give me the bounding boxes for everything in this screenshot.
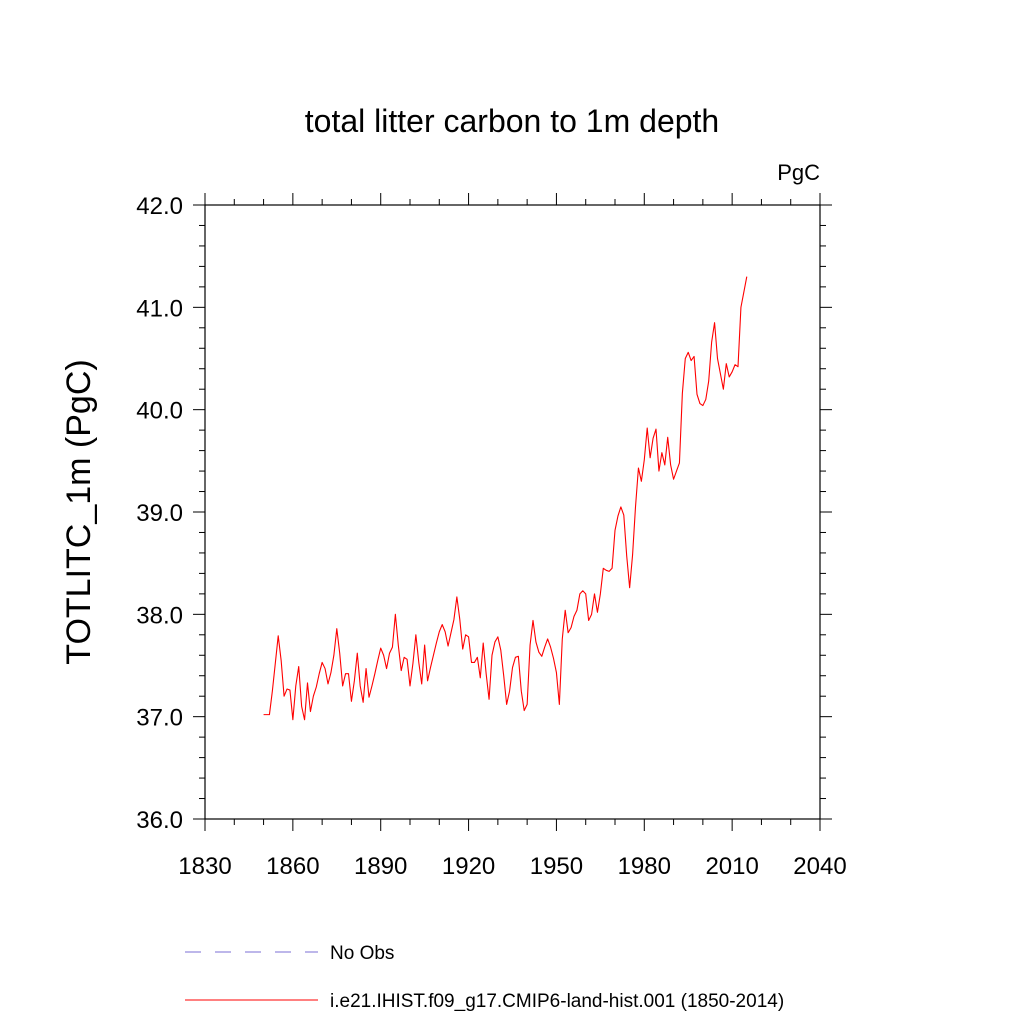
- y-tick-label: 39.0: [136, 500, 183, 527]
- x-tick-label: 1890: [354, 853, 407, 880]
- axis-ticks: [193, 193, 832, 831]
- y-tick-label: 40.0: [136, 398, 183, 425]
- x-tick-label: 2010: [705, 853, 758, 880]
- y-tick-label: 38.0: [136, 602, 183, 629]
- x-tick-label: 2040: [793, 853, 846, 880]
- x-tick-label: 1980: [618, 853, 671, 880]
- y-tick-label: 36.0: [136, 807, 183, 834]
- y-tick-label: 42.0: [136, 193, 183, 220]
- axis-tick-labels: 1830 1860 1890 1920 1950 1980 2010 2040 36.0 37.0…: [136, 193, 846, 880]
- series-line: [263, 276, 748, 721]
- y-axis-label: TOTLITC_1m (PgC): [60, 359, 98, 664]
- y-tick-label: 41.0: [136, 295, 183, 322]
- plot-frame: [204, 204, 821, 820]
- legend: No Obs i.e21.IHIST.f09_g17.CMIP6-land-his…: [185, 943, 784, 1012]
- x-tick-label: 1830: [178, 853, 231, 880]
- x-tick-label: 1950: [530, 853, 583, 880]
- x-tick-label: 1860: [266, 853, 319, 880]
- series-layer: [263, 276, 748, 721]
- x-tick-label: 1920: [442, 853, 495, 880]
- chart-title: total litter carbon to 1m depth: [305, 103, 719, 139]
- units-label: PgC: [777, 160, 820, 185]
- legend-label: i.e21.IHIST.f09_g17.CMIP6-land-hist.001 …: [330, 991, 784, 1012]
- legend-label: No Obs: [330, 943, 394, 964]
- y-tick-label: 37.0: [136, 705, 183, 732]
